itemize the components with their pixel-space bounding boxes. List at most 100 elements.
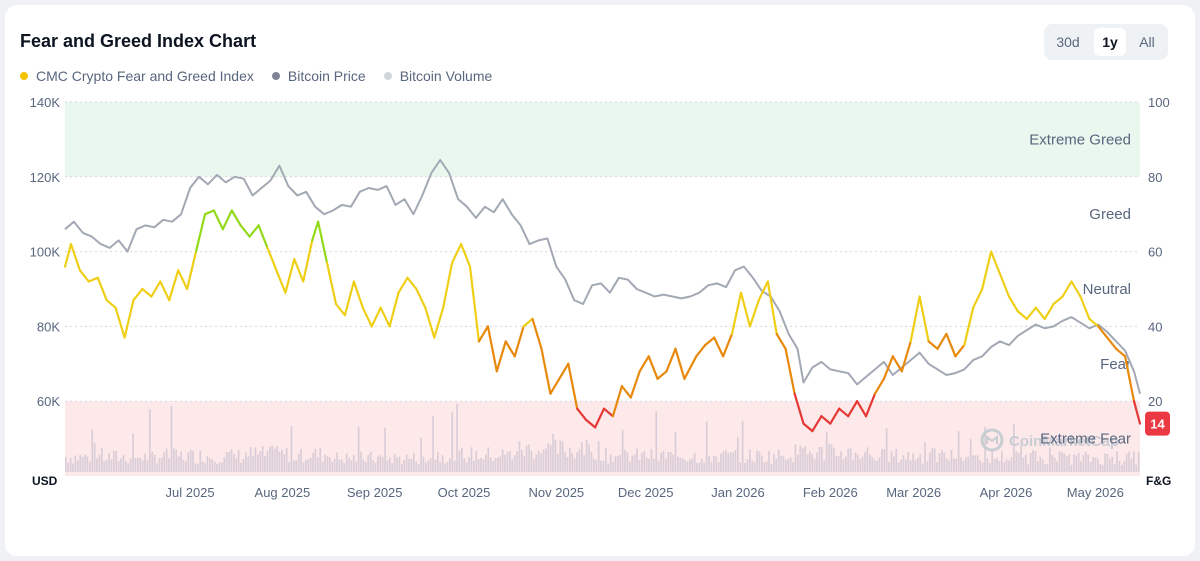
volume-bar — [261, 446, 264, 472]
x-tick-label: Sep 2025 — [347, 485, 403, 500]
volume-bar — [528, 444, 530, 472]
volume-bar — [525, 445, 528, 472]
volume-bar — [698, 462, 701, 472]
volume-bar — [1041, 459, 1044, 472]
legend-item-bitcoin-price[interactable]: Bitcoin Price — [271, 68, 366, 84]
zone-label-fear: Fear — [1100, 356, 1131, 373]
zone-label-extreme-greed: Extreme Greed — [1029, 131, 1131, 148]
volume-bar — [1061, 451, 1063, 472]
range-button-30d[interactable]: 30d — [1056, 34, 1080, 50]
fear-greed-segment — [221, 209, 233, 231]
volume-bar — [727, 453, 730, 472]
fear-greed-segment — [891, 355, 903, 373]
volume-bar — [521, 449, 523, 472]
volume-bar — [223, 457, 226, 472]
volume-bar — [1094, 457, 1097, 472]
range-button-all[interactable]: All — [1139, 34, 1155, 50]
volume-bar — [821, 447, 823, 472]
fear-greed-segment — [397, 276, 409, 294]
volume-bar — [813, 459, 816, 472]
fear-greed-segment — [1007, 295, 1020, 313]
volume-bar — [518, 441, 521, 472]
volume-bar — [734, 450, 737, 472]
volume-bar — [285, 447, 288, 472]
legend-item-fear-greed[interactable]: CMC Crypto Fear and Greed Index — [20, 68, 254, 84]
volume-bar — [785, 460, 787, 472]
range-selector: 30d 1y All — [1044, 24, 1168, 60]
volume-bar — [914, 460, 917, 472]
volume-bar — [801, 448, 804, 472]
volume-bar — [355, 461, 358, 472]
volume-bar — [108, 453, 110, 472]
zone-bg-extreme-greed — [65, 102, 1140, 177]
zone-label-extreme-fear: Extreme Fear — [1040, 431, 1131, 448]
volume-bar — [1020, 444, 1022, 472]
volume-bar — [1044, 464, 1046, 472]
volume-bar — [360, 451, 362, 472]
fear-greed-segment — [284, 258, 296, 294]
fear-greed-segment — [576, 407, 588, 421]
volume-bar — [566, 457, 569, 472]
volume-bar — [257, 454, 259, 472]
volume-bar — [866, 447, 869, 472]
volume-bar — [137, 458, 139, 472]
volume-bar — [1051, 455, 1054, 472]
volume-bar — [1125, 453, 1128, 472]
volume-bar — [485, 454, 487, 472]
volume-bar — [192, 450, 194, 472]
volume-bar — [489, 457, 492, 472]
legend-item-bitcoin-volume[interactable]: Bitcoin Volume — [383, 68, 492, 84]
volume-bar — [245, 452, 247, 472]
volume-bar — [187, 452, 190, 472]
volume-bar — [571, 453, 574, 472]
volume-bar — [492, 461, 494, 472]
fear-greed-segment — [629, 370, 641, 399]
volume-bar — [377, 456, 379, 472]
volume-bar — [739, 462, 742, 472]
volume-bar — [302, 462, 305, 472]
watermark: CoinMarketCap — [980, 428, 1119, 452]
volume-bar — [717, 462, 720, 472]
volume-bar — [504, 454, 506, 472]
y-left-tick-label: 120K — [30, 170, 61, 185]
volume-bar — [415, 461, 418, 472]
volume-bar — [873, 459, 876, 472]
volume-bar — [497, 457, 499, 472]
volume-bar — [295, 460, 298, 472]
volume-bar — [209, 458, 211, 472]
volume-bar — [305, 460, 307, 472]
volume-bar — [65, 457, 67, 472]
volume-bar — [537, 450, 540, 472]
volume-bar — [420, 437, 422, 472]
volume-bar — [477, 459, 480, 472]
volume-bar — [593, 458, 595, 472]
volume-bar — [72, 463, 74, 472]
volume-bar — [461, 447, 463, 472]
volume-bar — [643, 451, 646, 472]
volume-bar — [657, 460, 660, 472]
volume-bar — [1008, 460, 1010, 472]
volume-bar — [367, 455, 370, 472]
range-button-1y[interactable]: 1y — [1094, 28, 1126, 56]
volume-bar — [273, 448, 276, 472]
volume-bar — [573, 458, 576, 472]
volume-bar — [626, 452, 629, 472]
volume-bar — [854, 452, 857, 472]
fear-greed-segment — [406, 276, 418, 291]
volume-bar — [542, 449, 545, 472]
volume-bar — [149, 409, 151, 472]
volume-bar — [636, 448, 638, 472]
x-tick-label: Jul 2025 — [165, 485, 214, 500]
fear-greed-segment — [96, 276, 108, 302]
watermark-logo-mark — [986, 434, 998, 444]
volume-bar — [631, 455, 634, 472]
volume-bar — [175, 450, 178, 472]
fear-greed-segment — [766, 280, 778, 335]
volume-bar — [379, 455, 382, 472]
volume-bar — [857, 454, 859, 472]
volume-bar — [732, 452, 734, 472]
fear-greed-segment — [647, 355, 659, 380]
volume-bar — [938, 453, 941, 472]
volume-bar — [847, 448, 850, 472]
